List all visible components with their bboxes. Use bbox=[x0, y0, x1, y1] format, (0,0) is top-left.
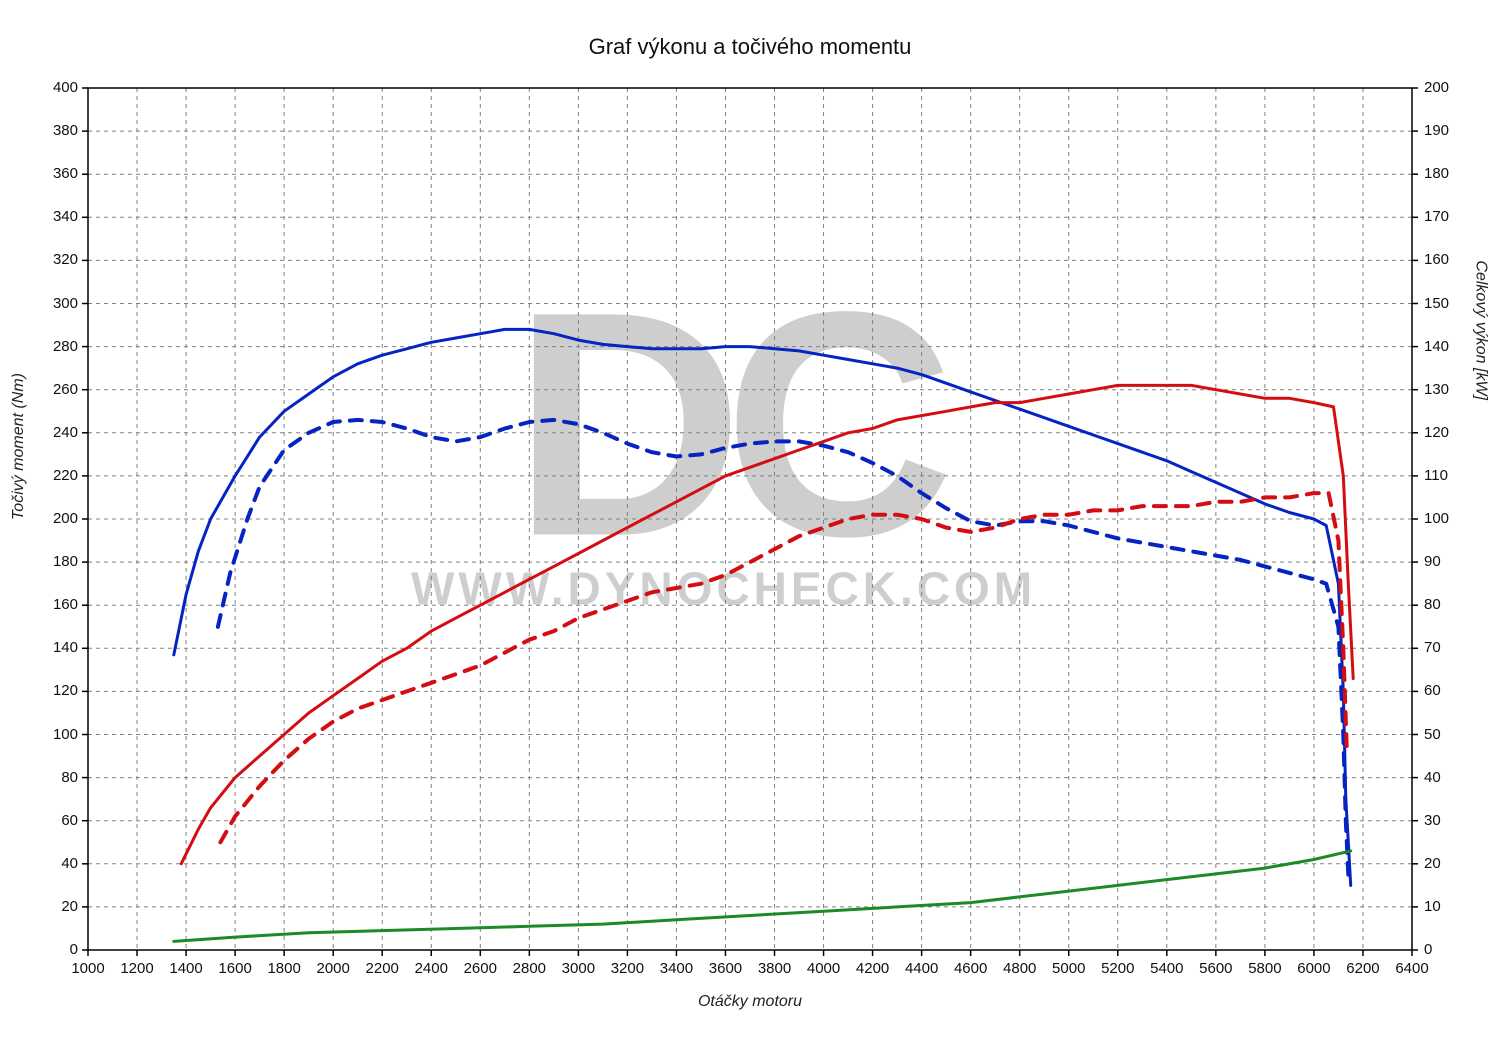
tick-label: 240 bbox=[28, 424, 78, 441]
tick-label: 30 bbox=[1424, 812, 1474, 829]
chart-svg: DCWWW.DYNOCHECK.COM bbox=[0, 0, 1500, 1041]
tick-label: 1400 bbox=[169, 960, 202, 977]
tick-label: 300 bbox=[28, 295, 78, 312]
tick-label: 2800 bbox=[513, 960, 546, 977]
tick-label: 200 bbox=[28, 510, 78, 527]
tick-label: 40 bbox=[28, 855, 78, 872]
tick-label: 3800 bbox=[758, 960, 791, 977]
tick-label: 60 bbox=[28, 812, 78, 829]
chart-container: Graf výkonu a točivého momentu Točivý mo… bbox=[0, 0, 1500, 1041]
tick-label: 2200 bbox=[366, 960, 399, 977]
tick-label: 180 bbox=[1424, 165, 1474, 182]
tick-label: 110 bbox=[1424, 467, 1474, 484]
tick-label: 1200 bbox=[120, 960, 153, 977]
tick-label: 2000 bbox=[316, 960, 349, 977]
tick-label: 120 bbox=[28, 682, 78, 699]
tick-label: 180 bbox=[28, 553, 78, 570]
tick-label: 150 bbox=[1424, 295, 1474, 312]
tick-label: 4600 bbox=[954, 960, 987, 977]
tick-label: 90 bbox=[1424, 553, 1474, 570]
tick-label: 3600 bbox=[709, 960, 742, 977]
tick-label: 10 bbox=[1424, 898, 1474, 915]
tick-label: 3400 bbox=[660, 960, 693, 977]
tick-label: 0 bbox=[28, 941, 78, 958]
svg-text:WWW.DYNOCHECK.COM: WWW.DYNOCHECK.COM bbox=[411, 563, 1036, 615]
tick-label: 6200 bbox=[1346, 960, 1379, 977]
tick-label: 140 bbox=[28, 639, 78, 656]
tick-label: 260 bbox=[28, 381, 78, 398]
tick-label: 400 bbox=[28, 79, 78, 96]
tick-label: 4400 bbox=[905, 960, 938, 977]
tick-label: 5200 bbox=[1101, 960, 1134, 977]
tick-label: 280 bbox=[28, 338, 78, 355]
tick-label: 100 bbox=[28, 726, 78, 743]
tick-label: 130 bbox=[1424, 381, 1474, 398]
tick-label: 20 bbox=[28, 898, 78, 915]
tick-label: 1000 bbox=[71, 960, 104, 977]
tick-label: 80 bbox=[28, 769, 78, 786]
tick-label: 2600 bbox=[464, 960, 497, 977]
tick-label: 5800 bbox=[1248, 960, 1281, 977]
tick-label: 2400 bbox=[415, 960, 448, 977]
tick-label: 100 bbox=[1424, 510, 1474, 527]
tick-label: 1800 bbox=[267, 960, 300, 977]
tick-label: 6400 bbox=[1395, 960, 1428, 977]
tick-label: 160 bbox=[28, 596, 78, 613]
tick-label: 4000 bbox=[807, 960, 840, 977]
tick-label: 120 bbox=[1424, 424, 1474, 441]
tick-label: 6000 bbox=[1297, 960, 1330, 977]
tick-label: 1600 bbox=[218, 960, 251, 977]
tick-label: 0 bbox=[1424, 941, 1474, 958]
tick-label: 190 bbox=[1424, 122, 1474, 139]
tick-label: 5600 bbox=[1199, 960, 1232, 977]
tick-label: 5400 bbox=[1150, 960, 1183, 977]
tick-label: 340 bbox=[28, 208, 78, 225]
tick-label: 50 bbox=[1424, 726, 1474, 743]
tick-label: 360 bbox=[28, 165, 78, 182]
tick-label: 60 bbox=[1424, 682, 1474, 699]
tick-label: 320 bbox=[28, 251, 78, 268]
series-drag_power bbox=[174, 851, 1351, 942]
tick-label: 70 bbox=[1424, 639, 1474, 656]
tick-label: 40 bbox=[1424, 769, 1474, 786]
tick-label: 5000 bbox=[1052, 960, 1085, 977]
tick-label: 200 bbox=[1424, 79, 1474, 96]
tick-label: 220 bbox=[28, 467, 78, 484]
tick-label: 160 bbox=[1424, 251, 1474, 268]
tick-label: 4800 bbox=[1003, 960, 1036, 977]
tick-label: 4200 bbox=[856, 960, 889, 977]
tick-label: 380 bbox=[28, 122, 78, 139]
tick-label: 170 bbox=[1424, 208, 1474, 225]
tick-label: 3000 bbox=[562, 960, 595, 977]
tick-label: 20 bbox=[1424, 855, 1474, 872]
tick-label: 3200 bbox=[611, 960, 644, 977]
tick-label: 80 bbox=[1424, 596, 1474, 613]
tick-label: 140 bbox=[1424, 338, 1474, 355]
